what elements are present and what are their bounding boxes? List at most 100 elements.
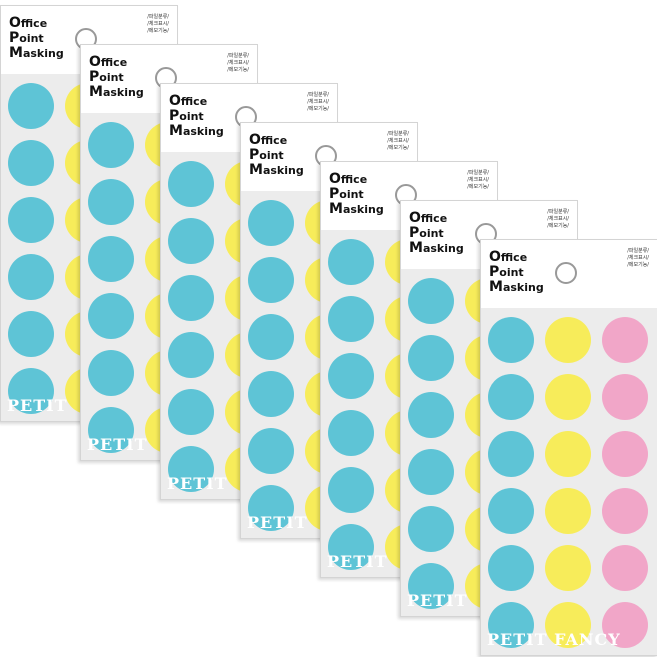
sticker-dot (168, 218, 214, 264)
tag-line: /메모기능/ (227, 67, 249, 73)
sheet-tags: /파일분류//체크표시//메모기능/ (627, 248, 649, 269)
sticker-dot (328, 239, 374, 285)
sheet-tags: /파일분류//체크표시//메모기능/ (547, 209, 569, 230)
sheet-title: Office Point Masking (249, 133, 304, 178)
sticker-dot (168, 389, 214, 435)
sheet-footer: PETIT FANCY (487, 630, 621, 649)
title-line: Point (169, 108, 204, 124)
sticker-dot (602, 374, 648, 420)
sticker-dot (168, 161, 214, 207)
title-line: Masking (489, 279, 544, 295)
tag-line: /파일분류/ (627, 248, 649, 254)
tag-line: /파일분류/ (147, 14, 169, 20)
sticker-dot (248, 485, 294, 531)
title-line: Point (329, 186, 364, 202)
sticker-dot (488, 374, 534, 420)
sheet-title: Office Point Masking (89, 55, 144, 100)
tag-line: /체크표시/ (467, 177, 489, 183)
sheet-title: Office Point Masking (9, 16, 64, 61)
title-line: Office (89, 54, 128, 70)
sheet-tags: /파일분류//체크표시//메모기능/ (387, 131, 409, 152)
title-line: Point (89, 69, 124, 85)
sticker-dot (488, 602, 534, 648)
sheet-header: Office Point Masking/파일분류//체크표시//메모기능/ (481, 240, 657, 308)
sticker-dot (168, 275, 214, 321)
sticker-dot (248, 200, 294, 246)
sticker-dot (602, 488, 648, 534)
sticker-dot (488, 317, 534, 363)
tag-line: /체크표시/ (147, 21, 169, 27)
title-line: Office (249, 132, 288, 148)
title-line: Masking (409, 240, 464, 256)
sticker-dot (328, 467, 374, 513)
sheet-footer: PETIT (7, 396, 68, 415)
sticker-dot (168, 332, 214, 378)
sticker-dot (88, 236, 134, 282)
sticker-dot (8, 311, 54, 357)
tag-line: /체크표시/ (627, 255, 649, 261)
tag-line: /체크표시/ (307, 99, 329, 105)
sticker-dot (602, 317, 648, 363)
sticker-dot (8, 197, 54, 243)
sticker-dot (408, 392, 454, 438)
tag-line: /메모기능/ (467, 184, 489, 190)
sticker-dot (545, 545, 591, 591)
title-line: Point (249, 147, 284, 163)
sheet-footer: PETIT (407, 591, 468, 610)
sticker-dot (408, 335, 454, 381)
sticker-dot (88, 293, 134, 339)
sticker-dot (248, 371, 294, 417)
tag-line: /메모기능/ (547, 223, 569, 229)
sticker-dot (408, 506, 454, 552)
title-line: Masking (89, 84, 144, 100)
hang-hole (555, 262, 577, 284)
sticker-dot (545, 317, 591, 363)
title-line: Office (489, 249, 528, 265)
title-line: Point (489, 264, 524, 280)
tag-line: /메모기능/ (627, 262, 649, 268)
title-line: Point (409, 225, 444, 241)
sticker-dot (328, 353, 374, 399)
sheet-title: Office Point Masking (489, 250, 544, 295)
sheet-title: Office Point Masking (409, 211, 464, 256)
sticker-dot (602, 602, 648, 648)
sticker-dot (545, 488, 591, 534)
sticker-dot (328, 410, 374, 456)
sheet-footer: PETIT (167, 474, 228, 493)
tag-line: /메모기능/ (387, 145, 409, 151)
title-line: Office (169, 93, 208, 109)
sticker-dot (328, 296, 374, 342)
sticker-dot (408, 449, 454, 495)
sticker-dot (88, 179, 134, 225)
sticker-dot (8, 368, 54, 414)
title-line: Point (9, 30, 44, 46)
tag-line: /파일분류/ (467, 170, 489, 176)
sticker-dot (88, 122, 134, 168)
sticker-dot (602, 545, 648, 591)
sticker-dot (8, 254, 54, 300)
tag-line: /파일분류/ (547, 209, 569, 215)
tag-line: /파일분류/ (227, 53, 249, 59)
title-line: Office (329, 171, 368, 187)
sticker-dot (488, 545, 534, 591)
sticker-dot (602, 431, 648, 477)
tag-line: /체크표시/ (387, 138, 409, 144)
sticker-dot (248, 314, 294, 360)
title-line: Masking (9, 45, 64, 61)
sticker-dot (545, 431, 591, 477)
title-line: Office (9, 15, 48, 31)
sticker-dot (8, 140, 54, 186)
sheet-tags: /파일분류//체크표시//메모기능/ (147, 14, 169, 35)
sticker-dot (168, 446, 214, 492)
sheet-title: Office Point Masking (329, 172, 384, 217)
tag-line: /체크표시/ (227, 60, 249, 66)
sheet-footer: PETIT (247, 513, 308, 532)
sticker-dot (488, 488, 534, 534)
sticker-dot (248, 428, 294, 474)
sticker-dot (8, 83, 54, 129)
sticker-dot (248, 257, 294, 303)
tag-line: /파일분류/ (307, 92, 329, 98)
sticker-dot (88, 407, 134, 453)
title-line: Masking (169, 123, 224, 139)
